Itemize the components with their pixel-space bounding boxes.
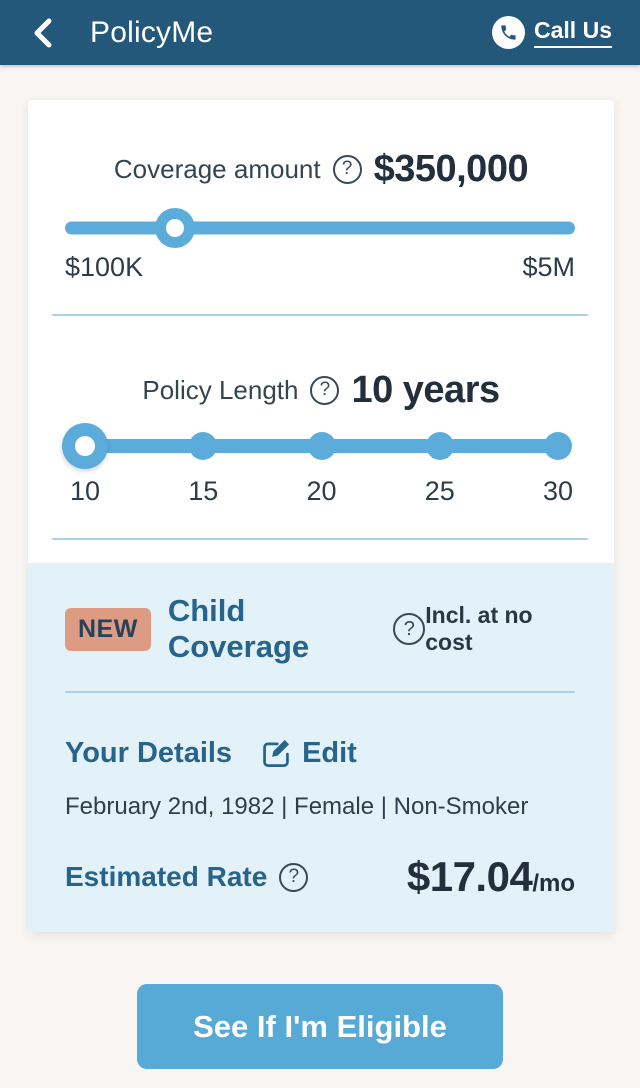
coverage-amount-value: $350,000 xyxy=(373,147,529,190)
details-summary: February 2nd, 1982 | Female | Non-Smoker xyxy=(65,793,529,820)
policy-length-row: Policy Length ? 10 years xyxy=(28,366,614,414)
estimated-rate-row: Estimated Rate ? $17.04 /mo xyxy=(65,851,575,903)
tick-label-15: 15 xyxy=(188,475,219,506)
coverage-help-icon[interactable]: ? xyxy=(332,154,362,184)
divider xyxy=(52,314,588,316)
child-coverage-label: Child Coverage xyxy=(167,593,310,664)
tick-label-25: 25 xyxy=(424,475,455,506)
estimated-rate-help-icon[interactable]: ? xyxy=(279,862,309,892)
coverage-slider-thumb-dot xyxy=(166,219,185,237)
coverage-slider xyxy=(65,206,575,250)
policy-length-label: Policy Length xyxy=(142,374,299,405)
policy-length-slider xyxy=(28,422,614,470)
child-coverage-note: Incl. at no cost xyxy=(425,602,533,655)
call-us-link[interactable]: Call Us xyxy=(492,16,612,49)
estimated-rate-value-wrap: $17.04 /mo xyxy=(407,853,575,901)
policy-length-stop-25[interactable] xyxy=(425,432,454,460)
divider xyxy=(65,691,575,693)
new-badge: NEW xyxy=(65,607,151,651)
page-title: PolicyMe xyxy=(90,15,214,49)
coverage-min-label: $100K xyxy=(65,251,144,282)
call-us-label: Call Us xyxy=(534,17,612,48)
policy-length-stop-10 xyxy=(62,423,108,469)
estimated-rate-label: Estimated Rate xyxy=(65,861,268,892)
app-header: PolicyMe Call Us xyxy=(0,0,640,65)
phone-icon xyxy=(492,16,526,49)
your-details-row: Your Details Edit xyxy=(65,733,575,773)
edit-pencil-icon xyxy=(263,739,290,767)
edit-label: Edit xyxy=(302,736,357,769)
coverage-slider-thumb[interactable] xyxy=(155,208,196,248)
policy-length-slider-dots xyxy=(62,422,572,470)
policy-length-tick-labels: 10 15 20 25 30 xyxy=(45,476,598,506)
policy-length-help-icon[interactable]: ? xyxy=(310,375,340,405)
divider xyxy=(52,538,588,540)
sliders-section: Coverage amount ? $350,000 $100K $5M Pol… xyxy=(28,100,614,563)
tick-label-30: 30 xyxy=(542,475,574,506)
policy-length-stop-30[interactable] xyxy=(544,432,572,460)
policy-length-slider-thumb[interactable] xyxy=(62,423,108,469)
child-coverage-help-icon[interactable]: ? xyxy=(393,613,426,645)
policy-length-stop-20[interactable] xyxy=(307,432,336,460)
policy-length-thumb-dot xyxy=(75,436,95,456)
coverage-range-labels: $100K $5M xyxy=(65,252,575,282)
tick-label-10: 10 xyxy=(69,475,101,506)
summary-panel: NEW Child Coverage ? Incl. at no cost Yo… xyxy=(28,563,614,932)
your-details-heading: Your Details xyxy=(65,736,233,769)
quote-card: Coverage amount ? $350,000 $100K $5M Pol… xyxy=(28,100,614,932)
coverage-max-label: $5M xyxy=(522,251,575,282)
policy-length-stop-15[interactable] xyxy=(189,432,218,460)
back-button[interactable] xyxy=(30,16,60,50)
policy-length-value: 10 years xyxy=(351,368,500,411)
chevron-left-icon xyxy=(34,18,52,47)
estimated-rate-unit: /mo xyxy=(532,870,575,897)
edit-details-button[interactable]: Edit xyxy=(260,737,357,770)
see-if-eligible-button[interactable]: See If I'm Eligible xyxy=(137,984,503,1069)
estimated-rate-value: $17.04 xyxy=(406,853,533,900)
tick-label-20: 20 xyxy=(306,475,337,506)
child-coverage-row: NEW Child Coverage ? Incl. at no cost xyxy=(65,563,575,664)
coverage-amount-label: Coverage amount xyxy=(113,153,321,184)
coverage-amount-row: Coverage amount ? $350,000 xyxy=(28,100,614,192)
coverage-slider-track[interactable] xyxy=(65,221,575,235)
